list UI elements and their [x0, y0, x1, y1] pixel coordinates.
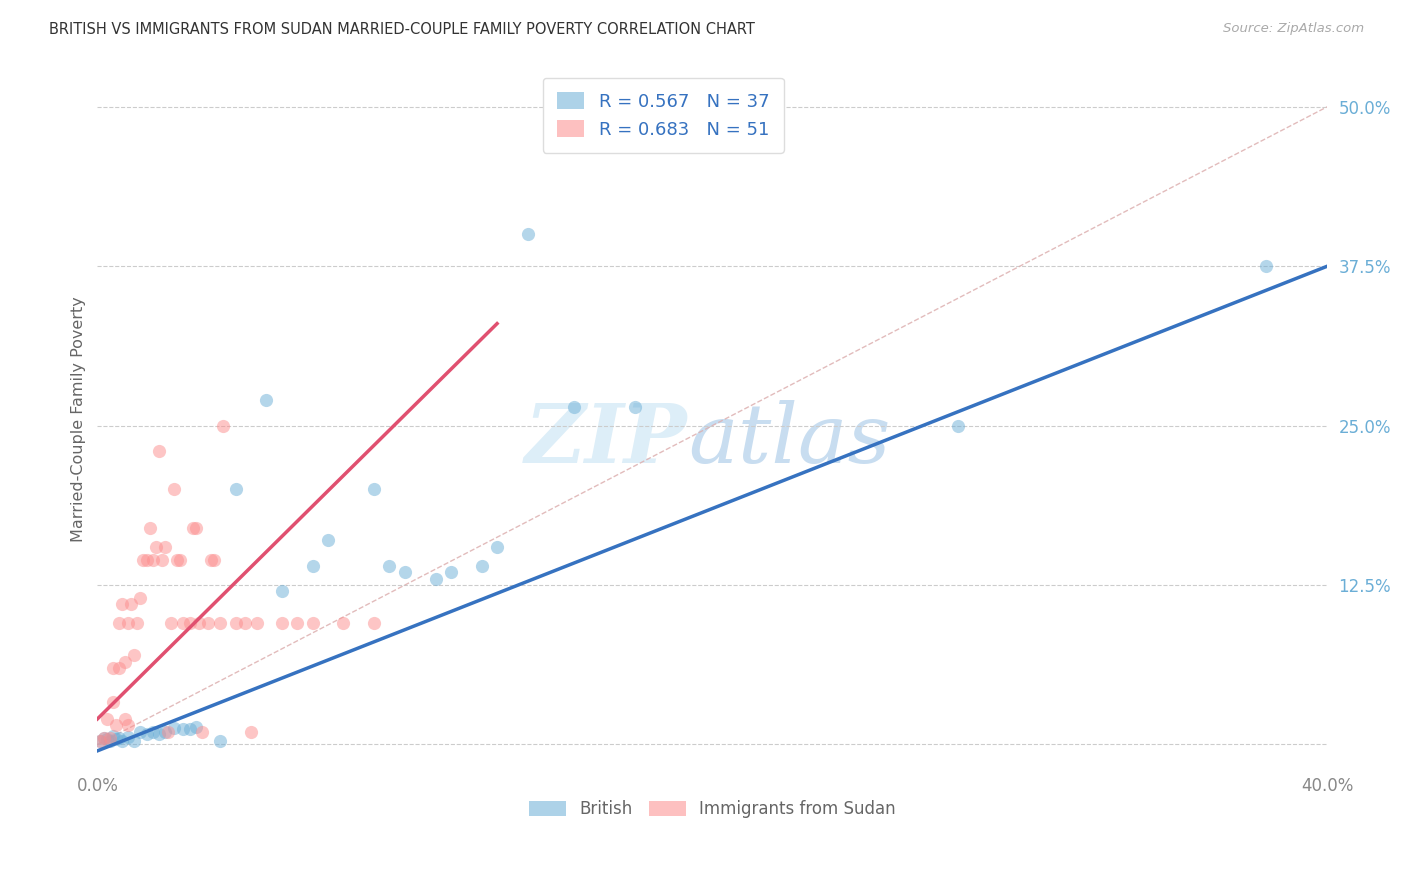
Point: [98, 731, 121, 745]
Point: [301, 616, 323, 631]
Point: [148, 727, 170, 741]
Y-axis label: Married-Couple Family Poverty: Married-Couple Family Poverty: [72, 296, 86, 542]
Point: [96, 712, 118, 726]
Point: [108, 661, 131, 675]
Point: [225, 616, 247, 631]
Point: [240, 724, 263, 739]
Point: [114, 655, 136, 669]
Point: [93, 731, 115, 745]
Point: [256, 393, 278, 408]
Point: [135, 552, 157, 566]
Point: [114, 712, 136, 726]
Point: [93, 731, 115, 745]
Point: [145, 540, 167, 554]
Point: [184, 720, 207, 734]
Point: [440, 566, 463, 580]
Point: [516, 227, 538, 242]
Point: [332, 616, 354, 631]
Point: [197, 616, 219, 631]
Point: [160, 616, 183, 631]
Point: [163, 483, 186, 497]
Point: [138, 521, 160, 535]
Point: [132, 552, 155, 566]
Point: [108, 616, 131, 631]
Point: [142, 552, 165, 566]
Point: [127, 616, 149, 631]
Point: [117, 718, 139, 732]
Point: [562, 400, 585, 414]
Point: [378, 558, 401, 573]
Point: [209, 733, 232, 747]
Point: [181, 521, 204, 535]
Point: [117, 730, 139, 744]
Point: [89, 733, 111, 747]
Point: [394, 566, 416, 580]
Point: [135, 727, 157, 741]
Point: [104, 718, 127, 732]
Point: [153, 724, 176, 739]
Point: [363, 616, 385, 631]
Point: [163, 721, 186, 735]
Point: [89, 733, 111, 747]
Point: [98, 733, 121, 747]
Point: [148, 444, 170, 458]
Point: [209, 616, 232, 631]
Point: [270, 584, 292, 599]
Point: [129, 591, 152, 605]
Text: ZIP: ZIP: [524, 401, 688, 480]
Point: [111, 597, 134, 611]
Point: [120, 597, 142, 611]
Point: [150, 552, 173, 566]
Point: [363, 483, 385, 497]
Point: [948, 418, 970, 433]
Point: [104, 732, 127, 747]
Text: atlas: atlas: [688, 401, 890, 480]
Point: [270, 616, 292, 631]
Point: [246, 616, 269, 631]
Point: [486, 540, 509, 554]
Point: [425, 572, 447, 586]
Point: [108, 731, 131, 745]
Point: [202, 552, 225, 566]
Point: [96, 732, 118, 747]
Point: [129, 724, 152, 739]
Point: [111, 733, 134, 747]
Point: [179, 616, 201, 631]
Point: [316, 533, 339, 548]
Point: [169, 552, 191, 566]
Point: [225, 483, 247, 497]
Point: [122, 648, 145, 663]
Point: [166, 552, 188, 566]
Point: [172, 722, 194, 736]
Point: [1254, 259, 1277, 273]
Point: [191, 724, 214, 739]
Point: [101, 661, 124, 675]
Point: [117, 616, 139, 631]
Point: [157, 724, 180, 739]
Point: [200, 552, 222, 566]
Point: [101, 729, 124, 743]
Legend: British, Immigrants from Sudan: British, Immigrants from Sudan: [523, 794, 903, 825]
Point: [471, 558, 494, 573]
Point: [212, 418, 235, 433]
Point: [153, 540, 176, 554]
Point: [187, 616, 209, 631]
Text: BRITISH VS IMMIGRANTS FROM SUDAN MARRIED-COUPLE FAMILY POVERTY CORRELATION CHART: BRITISH VS IMMIGRANTS FROM SUDAN MARRIED…: [49, 22, 755, 37]
Point: [172, 616, 194, 631]
Point: [301, 558, 323, 573]
Point: [142, 724, 165, 739]
Point: [122, 733, 145, 747]
Text: Source: ZipAtlas.com: Source: ZipAtlas.com: [1223, 22, 1364, 36]
Point: [233, 616, 256, 631]
Point: [624, 400, 647, 414]
Point: [179, 722, 201, 736]
Point: [184, 521, 207, 535]
Point: [285, 616, 308, 631]
Point: [101, 695, 124, 709]
